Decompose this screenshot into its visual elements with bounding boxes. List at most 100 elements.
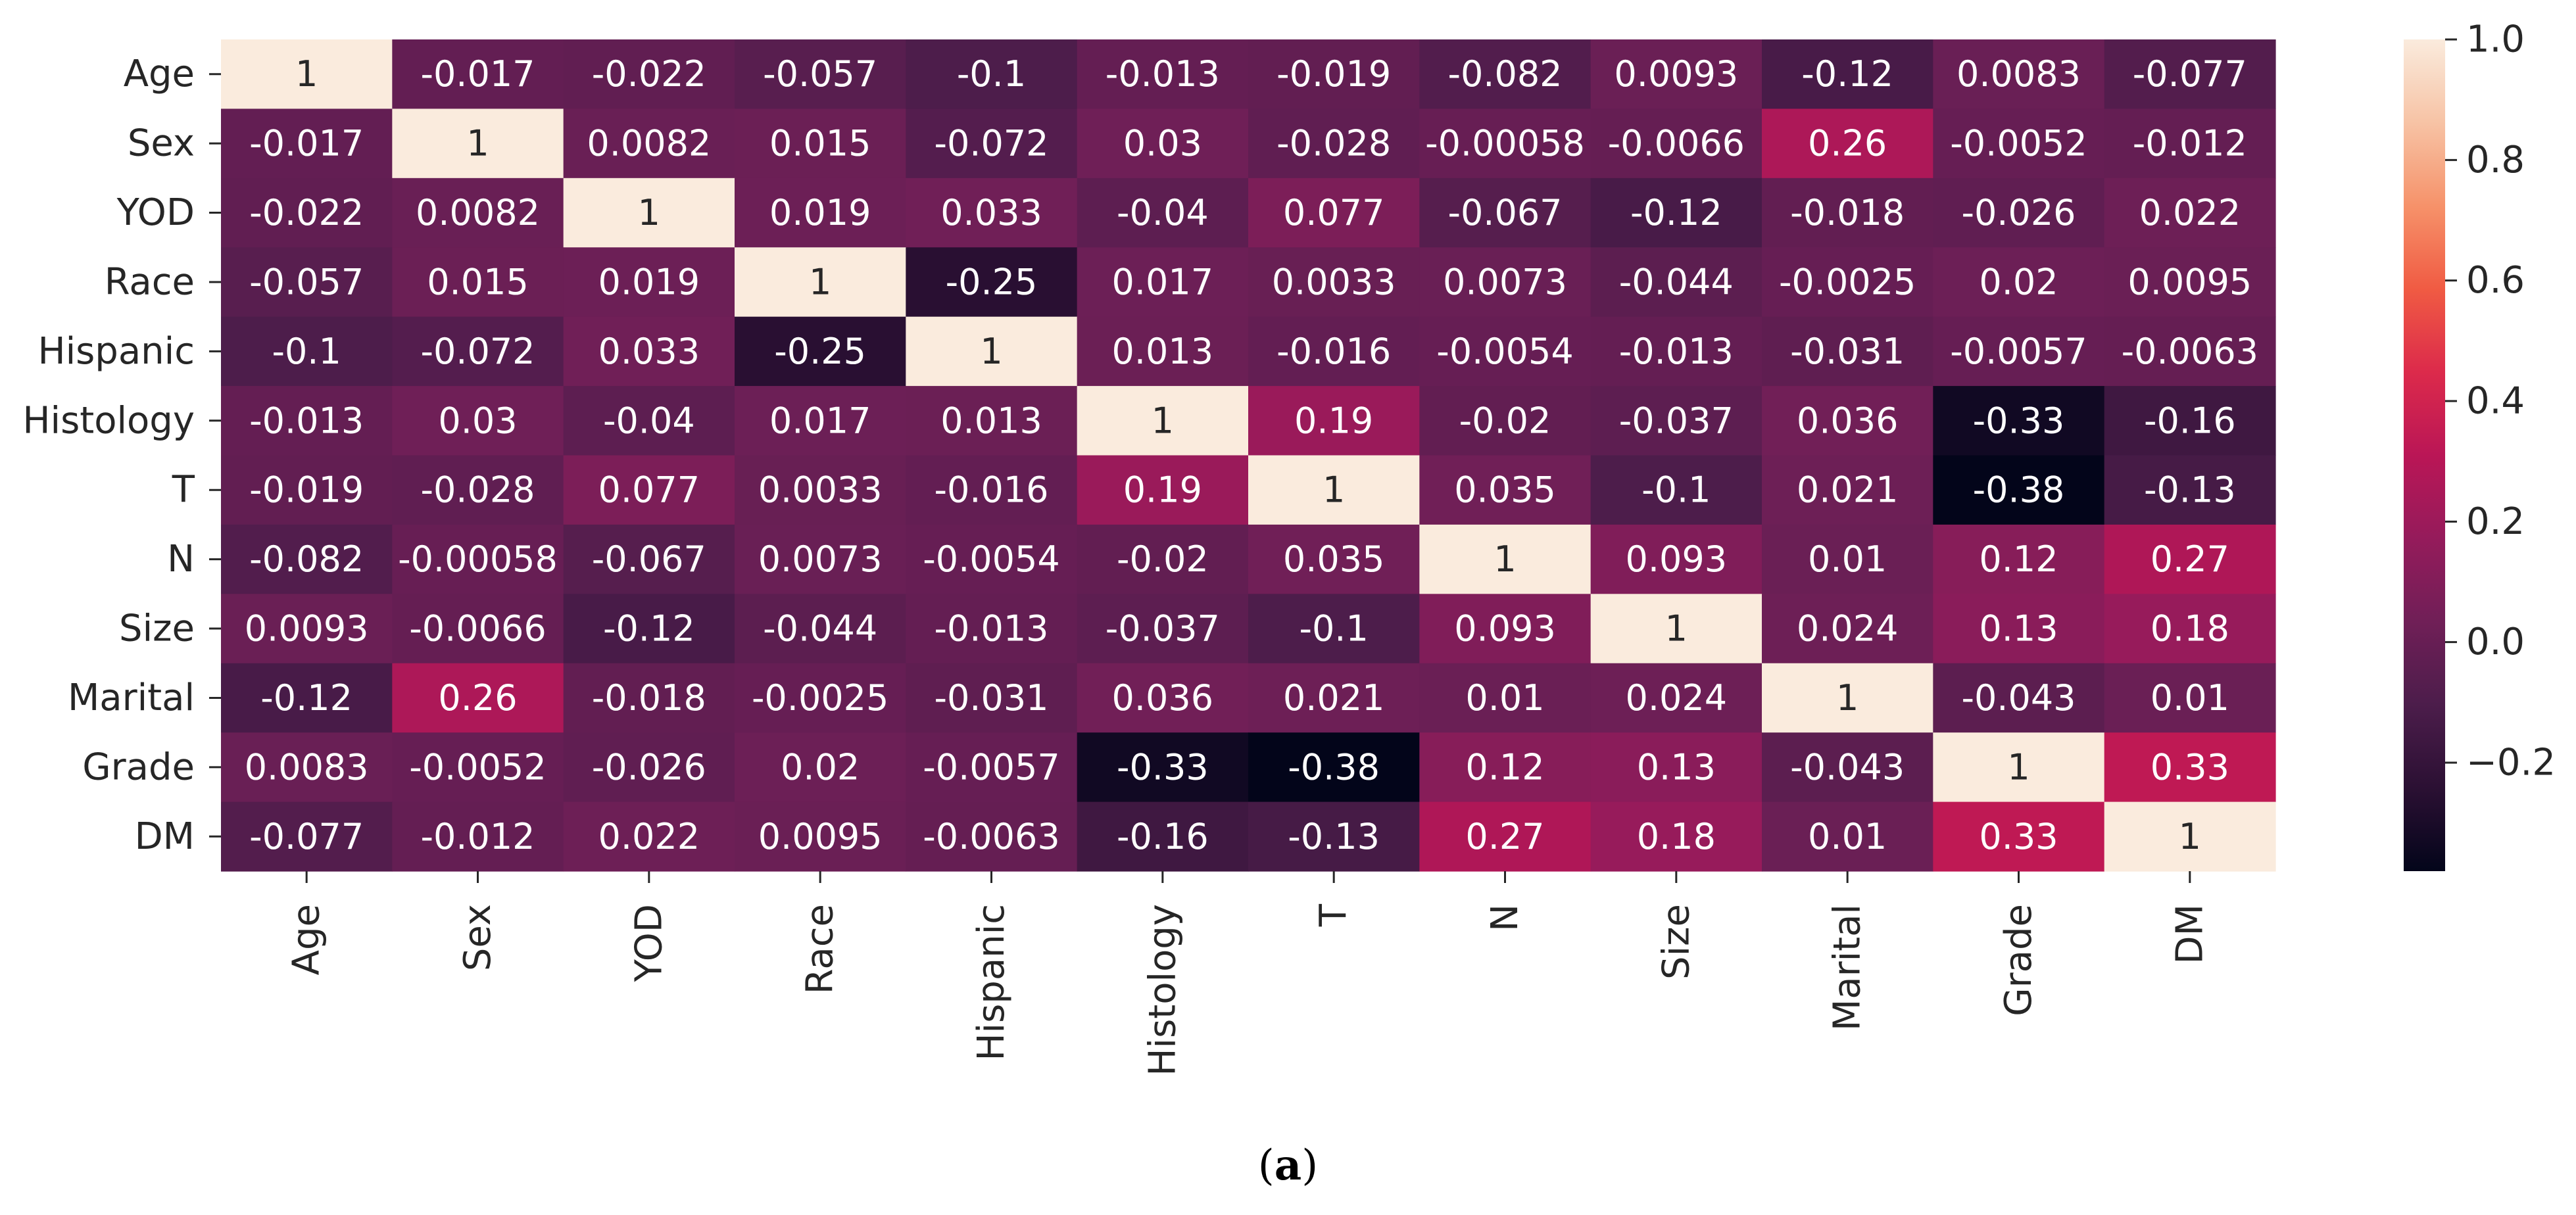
cell-value-label: -0.082: [249, 538, 364, 580]
cell-value-label: -0.031: [1790, 331, 1905, 372]
cell-value-label: -0.022: [249, 192, 364, 233]
heatmap-cell-histology-race: [735, 386, 906, 456]
heatmap-cell-yod-size: [1590, 178, 1762, 248]
cell-value-label: -0.0052: [1950, 123, 2087, 164]
heatmap-cell-dm-dm: [2104, 801, 2276, 872]
cell-value-label: -0.13: [1288, 816, 1380, 857]
heatmap-cell-n-histology: [1077, 524, 1249, 594]
heatmap-cell-age-marital: [1762, 39, 1933, 110]
heatmap-cell-sex-age: [221, 108, 393, 179]
heatmap-cell-t-age: [221, 455, 393, 525]
cell-value-label: 0.03: [1123, 123, 1202, 164]
cell-value-label: 0.0073: [758, 538, 883, 580]
heatmap-cell-n-n: [1419, 524, 1592, 594]
heatmap-cell-sex-histology: [1077, 108, 1249, 179]
cell-value-label: 1: [1323, 469, 1345, 511]
heatmap-cell-age-histology: [1077, 39, 1249, 110]
x-tick-label-histology: Histology: [1141, 904, 1184, 1076]
cell-value-label: -0.0063: [2122, 331, 2258, 372]
cell-value-label: 0.077: [1283, 192, 1385, 233]
heatmap-cell-dm-marital: [1762, 801, 1933, 872]
cell-value-label: -0.0025: [1779, 261, 1916, 302]
heatmap-cell-race-age: [221, 247, 393, 318]
cell-value-label: 0.02: [781, 746, 860, 788]
x-tick-label-size: Size: [1655, 904, 1697, 980]
cell-value-label: -0.1: [272, 331, 341, 372]
heatmap-cell-dm-sex: [392, 801, 564, 872]
cell-value-label: -0.0066: [409, 608, 546, 650]
cell-value-label: -0.13: [2144, 469, 2236, 511]
caption-label: a: [1274, 1141, 1302, 1190]
heatmap-cell-histology-yod: [563, 386, 735, 456]
cell-value-label: -0.1: [957, 53, 1026, 95]
heatmap-cell-n-size: [1590, 524, 1762, 594]
heatmap-cell-grade-t: [1248, 732, 1420, 803]
cell-value-label: -0.25: [774, 331, 866, 372]
cell-value-label: -0.33: [1117, 746, 1209, 788]
cell-value-label: 0.27: [2151, 538, 2229, 580]
heatmap-cell-yod-n: [1419, 178, 1592, 248]
cell-value-label: 0.013: [940, 400, 1042, 441]
heatmap-cell-size-histology: [1077, 594, 1249, 664]
heatmap-cell-race-hispanic: [906, 247, 1078, 318]
heatmap-cell-grade-histology: [1077, 732, 1249, 803]
x-tick-label-sex: Sex: [456, 904, 499, 971]
cell-value-label: -0.0057: [923, 746, 1059, 788]
y-tick-label-race: Race: [105, 260, 195, 303]
cell-value-label: 0.024: [1626, 677, 1728, 719]
y-tick-label-age: Age: [124, 53, 195, 95]
cell-value-label: 1: [2007, 746, 2029, 788]
x-tick-label-age: Age: [285, 904, 328, 975]
heatmap-cell-t-size: [1590, 455, 1762, 525]
x-tick-label-hispanic: Hispanic: [970, 904, 1013, 1061]
cell-value-label: -0.012: [2133, 123, 2247, 164]
cell-value-label: -0.037: [1619, 400, 1734, 441]
heatmap-cell-yod-marital: [1762, 178, 1933, 248]
heatmap-cell-dm-hispanic: [906, 801, 1078, 872]
heatmap-cell-dm-t: [1248, 801, 1420, 872]
cell-value-label: 0.024: [1797, 608, 1899, 650]
cell-value-label: -0.037: [1106, 608, 1220, 650]
cell-value-label: 0.0095: [758, 816, 883, 857]
x-tick-label-dm: DM: [2168, 904, 2211, 964]
heatmap-cell-grade-sex: [392, 732, 564, 803]
heatmap-cell-n-yod: [563, 524, 735, 594]
cell-value-label: 1: [466, 123, 489, 164]
cell-value-label: -0.031: [934, 677, 1048, 719]
heatmap-cell-hispanic-n: [1419, 316, 1592, 387]
colorbar-tick-label: −0.2: [2466, 742, 2556, 784]
heatmap-cell-yod-t: [1248, 178, 1420, 248]
heatmap-cell-histology-hispanic: [906, 386, 1078, 456]
cell-value-label: -0.12: [260, 677, 352, 719]
heatmap-cell-dm-race: [735, 801, 906, 872]
heatmap-cell-size-race: [735, 594, 906, 664]
heatmap-cell-n-hispanic: [906, 524, 1078, 594]
cell-value-label: 0.035: [1283, 538, 1385, 580]
cell-value-label: 0.13: [1637, 746, 1716, 788]
cell-value-label: 0.03: [438, 400, 517, 441]
heatmap-cell-age-race: [735, 39, 906, 110]
cell-value-label: 1: [638, 192, 660, 233]
cell-value-label: -0.082: [1447, 53, 1562, 95]
heatmap-cell-dm-size: [1590, 801, 1762, 872]
cell-value-label: -0.1: [1641, 469, 1711, 511]
cell-value-label: 0.19: [1123, 469, 1202, 511]
heatmap-cell-grade-dm: [2104, 732, 2276, 803]
heatmap-cell-marital-marital: [1762, 663, 1933, 733]
cell-value-label: 0.015: [769, 123, 871, 164]
cell-value-label: 1: [295, 53, 318, 95]
cell-value-label: 0.036: [1797, 400, 1899, 441]
heatmap-cell-yod-age: [221, 178, 393, 248]
heatmap-cell-size-marital: [1762, 594, 1933, 664]
y-tick-label-size: Size: [119, 608, 195, 650]
cell-value-label: -0.1: [1299, 608, 1368, 650]
heatmap-cell-hispanic-hispanic: [906, 316, 1078, 387]
cell-value-label: 0.019: [769, 192, 871, 233]
heatmap-cell-sex-sex: [392, 108, 564, 179]
cell-value-label: -0.02: [1459, 400, 1551, 441]
heatmap-cell-n-dm: [2104, 524, 2276, 594]
heatmap-cell-marital-age: [221, 663, 393, 733]
heatmap-cell-histology-marital: [1762, 386, 1933, 456]
cell-value-label: -0.057: [249, 261, 364, 302]
